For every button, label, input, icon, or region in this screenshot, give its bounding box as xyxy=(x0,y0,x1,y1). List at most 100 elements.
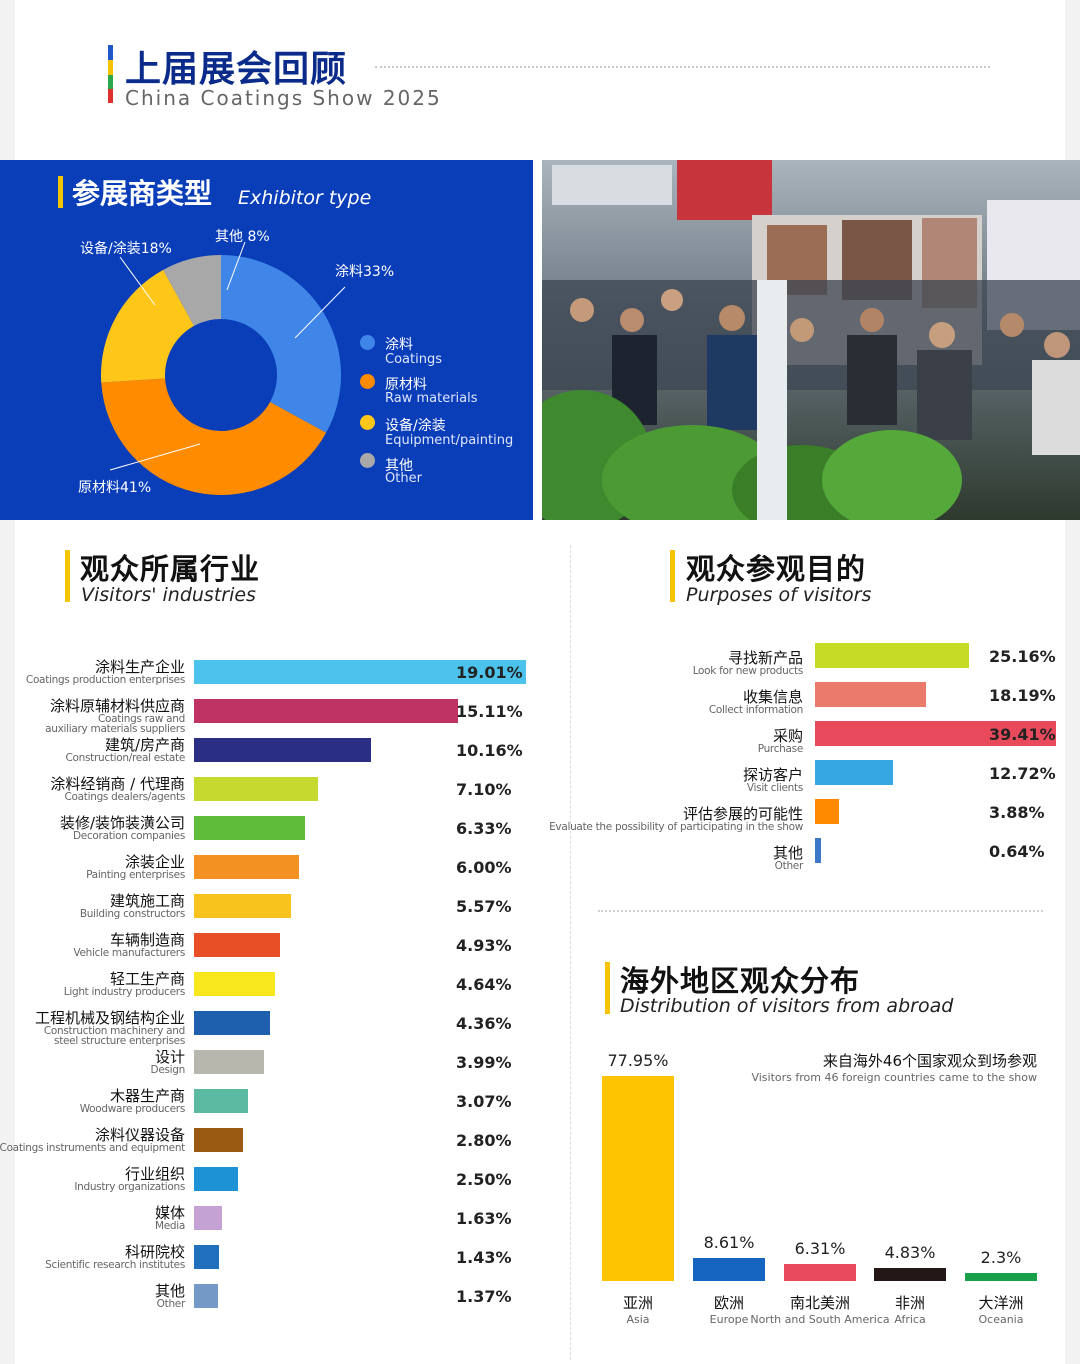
industry-bar xyxy=(194,1011,271,1035)
industry-value: 1.63% xyxy=(456,1209,512,1228)
donut-callout-other: 其他 8% xyxy=(215,229,270,245)
industry-label-en: Coatings production enterprises xyxy=(25,674,185,686)
purpose-value: 3.88% xyxy=(989,803,1045,822)
abroad-region-en: North and South America xyxy=(750,1313,890,1326)
industry-label: 轻工生产商 xyxy=(109,970,185,988)
purposes-title-bar xyxy=(670,550,675,602)
vertical-divider xyxy=(570,545,571,1360)
crowd-photo-illustration xyxy=(542,160,1080,520)
industry-label-en: Industry organizations xyxy=(74,1181,185,1193)
donut-leader-lines xyxy=(109,241,346,471)
exhibition-crowd-photo xyxy=(542,160,1080,520)
industry-bar xyxy=(194,972,276,996)
legend-label-raw: 原材料 xyxy=(385,377,427,393)
industry-bar xyxy=(194,1089,248,1113)
purpose-bar xyxy=(815,643,969,668)
purpose-value: 18.19% xyxy=(989,686,1056,705)
industry-bar xyxy=(194,1245,219,1269)
industry-value: 3.99% xyxy=(456,1053,512,1072)
purpose-value: 0.64% xyxy=(989,842,1045,861)
industry-bar xyxy=(194,1050,264,1074)
donut-slice-raw xyxy=(101,378,327,496)
abroad-region: 大洋洲 xyxy=(978,1294,1024,1312)
exhibitor-title-bar xyxy=(58,176,63,208)
industry-value: 6.00% xyxy=(456,858,512,877)
purpose-label: 其他 xyxy=(772,844,803,862)
exhibitor-donut-chart xyxy=(101,241,346,496)
industries-title-en: Visitors' industries xyxy=(81,584,256,606)
purpose-value: 12.72% xyxy=(989,764,1056,783)
industry-label: 工程机械及钢结构企业 xyxy=(34,1009,185,1027)
donut-callout-equipment: 设备/涂装18% xyxy=(80,241,172,257)
industry-label: 涂料生产企业 xyxy=(94,658,185,676)
abroad-bar xyxy=(693,1258,765,1281)
legend-label-coatings: 涂料 xyxy=(385,337,413,353)
industry-label-en: Design xyxy=(150,1064,186,1076)
industry-label-en: Coatings dealers/agents xyxy=(64,791,185,803)
abroad-region: 欧洲 xyxy=(713,1294,744,1312)
leader-line-raw xyxy=(109,443,201,471)
industry-value: 6.33% xyxy=(456,819,512,838)
industry-label-en: steel structure enterprises xyxy=(54,1035,185,1047)
exhibitor-title-en: Exhibitor type xyxy=(238,187,372,209)
abroad-note: 来自海外46个国家观众到场参观 xyxy=(822,1052,1037,1070)
purpose-bar xyxy=(815,799,839,824)
industry-bar xyxy=(194,855,299,879)
legend-label-other: 其他 xyxy=(385,458,413,474)
industry-label-en: Woodware producers xyxy=(79,1103,186,1115)
industry-bar xyxy=(194,777,318,801)
abroad-value: 6.31% xyxy=(794,1239,846,1259)
industry-label-en: auxiliary materials suppliers xyxy=(45,723,185,735)
industry-label-en: Media xyxy=(154,1220,185,1232)
industry-label: 涂装企业 xyxy=(124,853,185,871)
industry-label-en: Vehicle manufacturers xyxy=(73,947,185,959)
abroad-bar xyxy=(874,1268,946,1281)
industry-bar xyxy=(194,660,526,684)
legend-label-coatings-en: Coatings xyxy=(385,352,442,367)
page-subtitle: China Coatings Show 2025 xyxy=(125,86,442,110)
purpose-label-en: Look for new products xyxy=(692,665,804,677)
industry-value: 1.37% xyxy=(456,1287,512,1306)
abroad-value: 77.95% xyxy=(607,1051,669,1070)
abroad-bar xyxy=(602,1076,674,1281)
abroad-title-en: Distribution of visitors from abroad xyxy=(620,995,954,1017)
purpose-bar xyxy=(815,721,1056,746)
donut-slice-coatings xyxy=(221,255,342,433)
industry-bar xyxy=(194,933,281,957)
industry-label: 涂料经销商 / 代理商 xyxy=(50,775,185,793)
donut-slice-other xyxy=(163,255,221,326)
industry-value: 19.01% xyxy=(456,663,523,682)
purpose-value: 39.41% xyxy=(989,725,1056,744)
leader-line-other xyxy=(226,241,246,291)
industry-label-en: Coatings instruments and equipment xyxy=(0,1142,185,1154)
purpose-label: 收集信息 xyxy=(742,688,803,706)
industry-bar xyxy=(194,1128,243,1152)
industry-label: 木器生产商 xyxy=(109,1087,185,1105)
purpose-label-en: Visit clients xyxy=(746,782,803,794)
industry-bar xyxy=(194,1284,218,1308)
abroad-region: 非洲 xyxy=(894,1294,925,1312)
industry-value: 2.80% xyxy=(456,1131,512,1150)
abroad-value: 8.61% xyxy=(703,1233,755,1253)
industry-bar xyxy=(194,738,372,762)
industry-value: 10.16% xyxy=(456,741,523,760)
header-divider xyxy=(375,66,990,68)
industry-value: 1.43% xyxy=(456,1248,512,1267)
legend-label-other-en: Other xyxy=(385,471,422,486)
industry-bar xyxy=(194,816,305,840)
industry-value: 5.57% xyxy=(456,897,512,916)
abroad-title-bar xyxy=(605,962,610,1014)
industry-label: 车辆制造商 xyxy=(109,931,185,949)
legend-swatch-equipment xyxy=(360,415,375,430)
abroad-region-en: Oceania xyxy=(978,1313,1024,1326)
legend-label-equipment: 设备/涂装 xyxy=(385,418,446,434)
legend-label-raw-en: Raw materials xyxy=(385,391,478,406)
industry-bar xyxy=(194,1206,223,1230)
industry-label: 建筑/房产商 xyxy=(104,736,185,754)
purpose-bar xyxy=(815,760,893,785)
purpose-label: 采购 xyxy=(772,727,803,745)
industry-label-en: Scientific research institutes xyxy=(45,1259,185,1271)
abroad-title: 海外地区观众分布 xyxy=(620,964,861,998)
industry-value: 4.93% xyxy=(456,936,512,955)
industry-value: 15.11% xyxy=(456,702,523,721)
